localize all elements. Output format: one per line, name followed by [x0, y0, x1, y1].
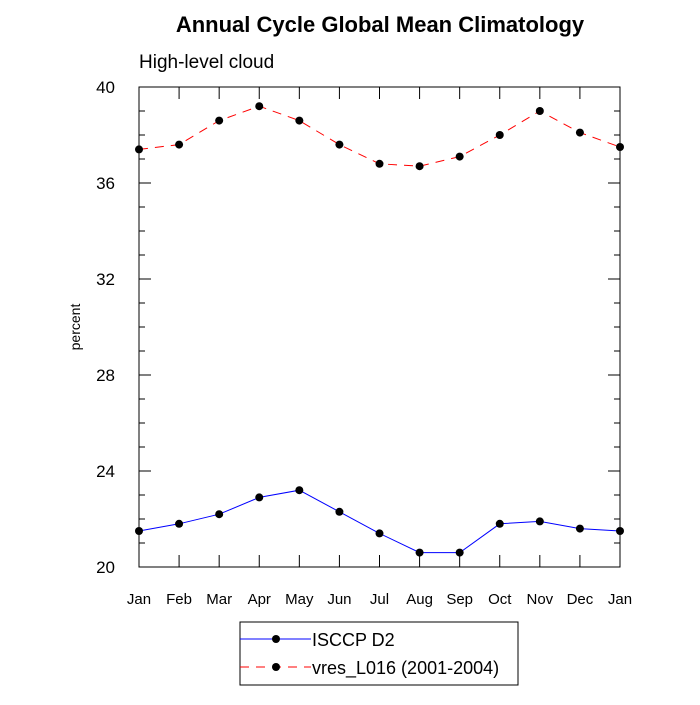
x-tick-label: Mar [206, 591, 232, 608]
legend-marker-vres [272, 663, 280, 671]
data-point [255, 493, 264, 502]
legend-box [239, 621, 519, 686]
x-tick-label: Nov [526, 591, 553, 608]
legend-marker-isccp [272, 635, 280, 643]
series-line-1 [138, 105, 621, 167]
data-point [135, 527, 143, 535]
data-point [455, 152, 464, 161]
x-tick-label: Aug [406, 591, 433, 608]
x-tick-label: Sep [446, 591, 473, 608]
data-point [495, 131, 504, 139]
series-layer [135, 102, 624, 557]
data-point [535, 517, 544, 526]
data-point [335, 140, 344, 149]
data-point [616, 143, 624, 151]
chart-title: Annual Cycle Global Mean Climatology [176, 12, 585, 37]
x-tick-label: Jan [608, 591, 632, 608]
data-point [415, 162, 424, 171]
y-tick-label: 20 [96, 558, 115, 577]
x-tick-label: Feb [166, 591, 192, 608]
x-tick-label: Jul [370, 591, 389, 608]
series-line-0 [138, 489, 621, 554]
data-point [255, 102, 264, 111]
plot-frame [138, 86, 621, 568]
data-point [375, 529, 384, 538]
data-point [215, 510, 224, 519]
legend-label-vres: vres_L016 (2001-2004) [312, 658, 499, 679]
y-tick-label: 36 [96, 174, 115, 193]
y-tick-label: 28 [96, 366, 115, 385]
data-point [616, 527, 624, 535]
data-point [375, 159, 384, 168]
data-point [575, 128, 584, 137]
y-tick-label: 40 [96, 78, 115, 97]
data-point [575, 524, 584, 533]
data-point [175, 519, 184, 528]
chart-subtitle: High-level cloud [139, 52, 274, 73]
x-tick-label: Jan [127, 591, 151, 608]
data-point [455, 548, 464, 557]
legend: ISCCP D2 vres_L016 (2001-2004) [239, 621, 519, 686]
data-point [335, 507, 344, 516]
data-point [415, 548, 424, 557]
data-point [215, 116, 224, 125]
data-point [175, 140, 184, 149]
x-tick-label: Oct [488, 591, 512, 608]
y-tick-label: 24 [96, 462, 115, 481]
x-tick-label: Dec [567, 591, 594, 608]
data-point [295, 116, 304, 125]
legend-label-isccp: ISCCP D2 [312, 630, 395, 650]
y-axis-label: percent [67, 304, 83, 351]
data-point [535, 107, 544, 115]
data-point [295, 486, 304, 495]
y-tick-label: 32 [96, 270, 115, 289]
data-point [495, 519, 504, 528]
x-tick-label: May [285, 591, 314, 608]
data-point [135, 145, 143, 154]
axes: Jan Feb Mar Apr May Jun Jul Aug Sep Oct Nov Dec Jan 2… [96, 78, 632, 608]
x-tick-label: Jun [327, 591, 351, 608]
x-tick-label: Apr [248, 591, 271, 608]
